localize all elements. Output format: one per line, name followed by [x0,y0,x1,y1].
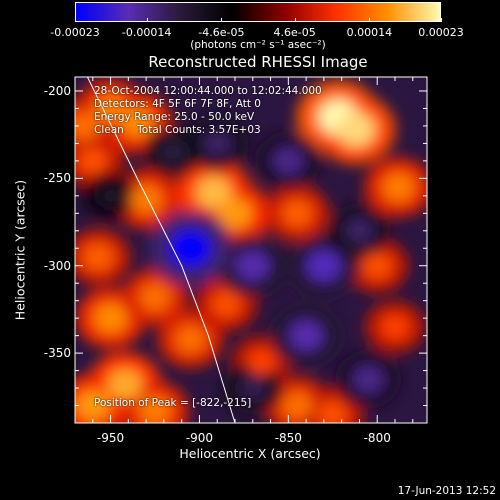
y-tick-label: -250 [43,171,71,186]
emission-hotspot [318,401,348,423]
emission-hotspot [195,176,232,209]
emission-hotspot [217,197,253,229]
peak-position-label: Position of Peak = [-822,-215] [94,397,252,409]
negative-region [97,184,124,208]
negative-region [158,139,187,165]
colorbar-tick-mark [294,18,296,22]
colorbar-tick-label: 4.6e-05 [273,26,316,39]
date-stamp: 17-Jun-2013 12:52 [397,485,496,497]
emission-hotspot [138,396,172,423]
colorbar-tick-label: -0.00023 [50,26,100,39]
emission-hotspot [174,325,207,354]
emission-hotspot [380,314,410,340]
axis-tick-marks [74,77,427,424]
colorbar-unit-label: (photons cm⁻² s⁻¹ asec⁻²) [190,39,326,51]
negative-region [238,375,268,401]
colorbar-tick-mark [146,18,148,22]
negative-region [289,320,323,351]
negative-region [170,230,211,267]
colorbar-tick-mark [75,18,76,22]
emission-hotspot [82,243,114,271]
negative-region [306,250,342,282]
colorbar-tick-label: 0.00023 [418,26,464,39]
emission-hotspot [78,147,108,175]
heatmap-blobs [75,78,427,423]
emission-hotspot [93,303,128,334]
emission-hotspot [336,112,375,147]
x-tick-label: -900 [185,431,214,445]
colorbar [75,2,441,22]
emission-hotspot [94,93,127,123]
negative-region [202,130,232,157]
y-tick-label: -300 [43,258,71,273]
colorbar-tick-label: -0.00014 [121,26,172,39]
emission-hotspot [282,199,313,227]
x-tick-label: -950 [96,431,125,445]
negative-region [352,365,385,394]
x-tick-label: -850 [274,431,302,445]
negative-region [236,250,270,281]
emission-hotspot [129,184,163,214]
colorbar-tick-mark [441,18,442,22]
emission-hotspot [75,390,110,421]
chart-title: Reconstructed RHESSI Image [148,53,368,71]
colorbar-tick-label: -4.6e-05 [198,26,245,39]
annotation-detectors: Detectors: 4F 5F 6F 7F 8F, Att 0 [94,98,261,110]
y-axis-label: Heliocentric Y (arcsec) [12,179,28,321]
emission-hotspot [382,172,415,202]
colorbar-gradient [75,2,441,22]
y-tick-label: -200 [43,83,71,98]
colorbar-tick-mark [369,18,371,22]
annotation-energy-range: Energy Range: 25.0 - 50.0 keV [94,111,255,123]
x-axis-label: Heliocentric X (arcsec) [179,446,321,461]
emission-hotspot [211,290,241,318]
emission-hotspot [120,107,154,138]
annotation-clean-counts: Clean Total Counts: 3.57E+03 [94,124,261,136]
solar-limb-line [86,77,236,423]
emission-hotspot [139,283,171,312]
emission-hotspot [281,391,313,420]
emission-hotspot [362,252,392,279]
colorbar-tick-label: 0.00014 [346,26,393,39]
plot-frame [74,76,428,424]
negative-region [344,217,375,244]
emission-hotspot [107,368,143,401]
emission-hotspot [247,349,276,375]
y-tick-label: -350 [43,346,71,361]
x-tick-label: -800 [363,431,391,445]
negative-region [272,146,305,175]
emission-hotspot [75,111,100,141]
annotation-time-range: 28-Oct-2004 12:00:44.000 to 12:02:44.000 [94,85,322,97]
colorbar-tick-mark [221,18,223,22]
